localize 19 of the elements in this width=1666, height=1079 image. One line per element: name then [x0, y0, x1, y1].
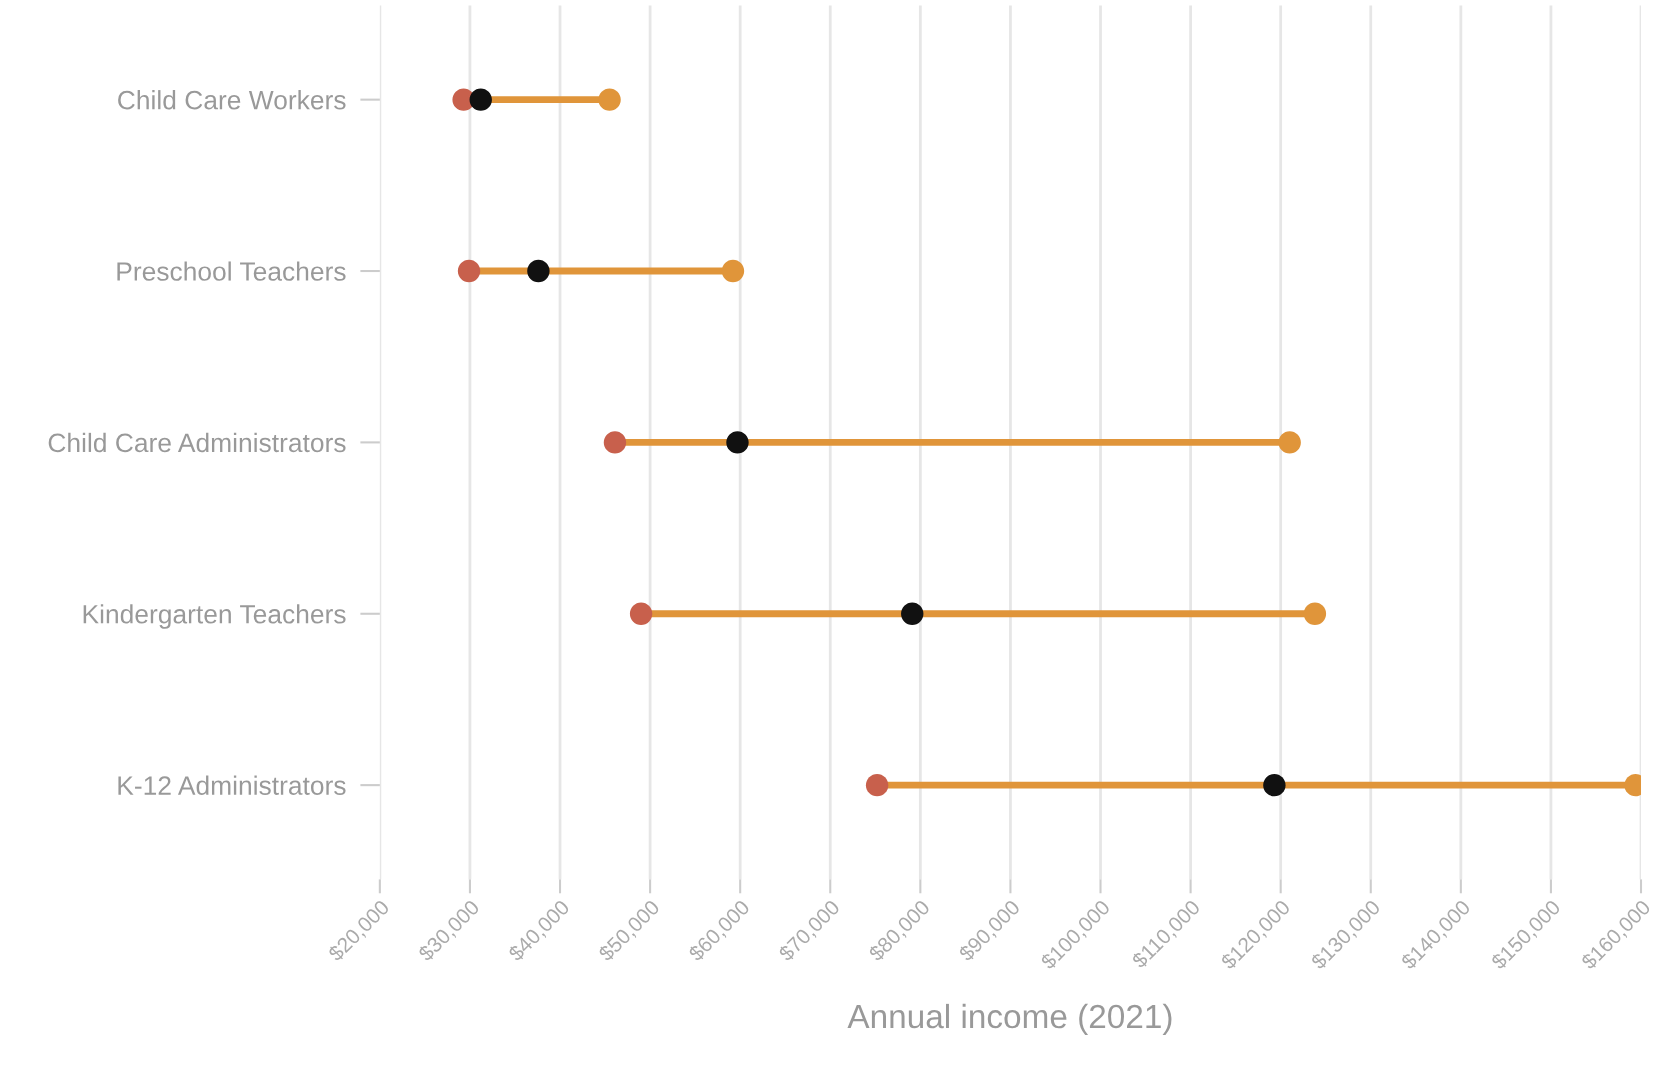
point — [1263, 773, 1286, 797]
point — [726, 431, 749, 454]
y-tick-label: K-12 Administrators — [118, 775, 346, 795]
point — [1278, 431, 1301, 454]
point — [865, 773, 889, 797]
point — [1303, 602, 1327, 625]
y-tick-label: Child Care Workers — [118, 90, 346, 110]
point — [603, 431, 627, 454]
point — [629, 602, 653, 625]
point — [469, 88, 492, 111]
point — [721, 259, 745, 283]
y-tick-label: Kindergarten Teachers — [83, 604, 346, 629]
y-tick-label: Child Care Administrators — [48, 432, 346, 453]
point — [457, 259, 481, 283]
point — [598, 88, 621, 111]
x-axis-title: Annual income (2021) — [847, 1003, 1172, 1035]
point — [527, 259, 550, 283]
point — [901, 602, 924, 625]
y-tick-label: Preschool Teachers — [117, 261, 346, 281]
